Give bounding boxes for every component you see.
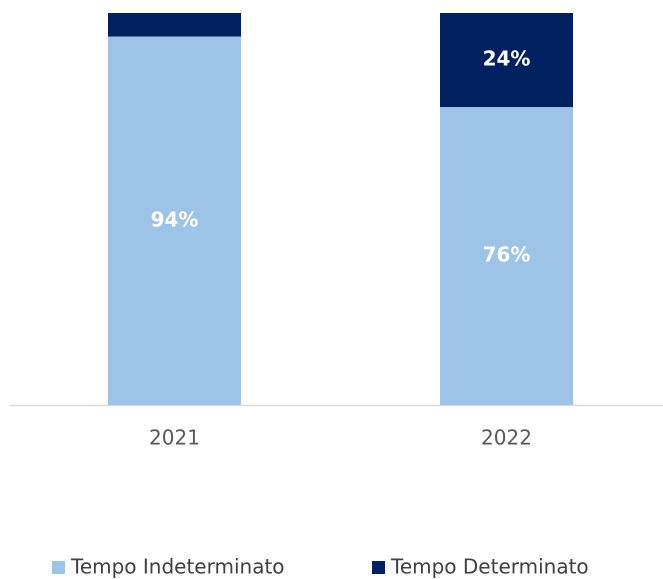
x-tick-label: 2021 [149,426,200,450]
legend-swatch [52,561,65,574]
legend-label: Tempo Indeterminato [70,555,285,579]
data-label: 76% [483,243,531,267]
data-label: 94% [151,207,199,231]
legend-label: Tempo Determinato [390,555,589,579]
legend-swatch [372,561,385,574]
bar-segment [108,36,241,406]
x-tick-label: 2022 [481,426,532,450]
bar-segment [108,13,241,37]
data-label: 24% [483,47,531,71]
bar-segment [440,13,573,108]
bar-segment [440,107,573,405]
